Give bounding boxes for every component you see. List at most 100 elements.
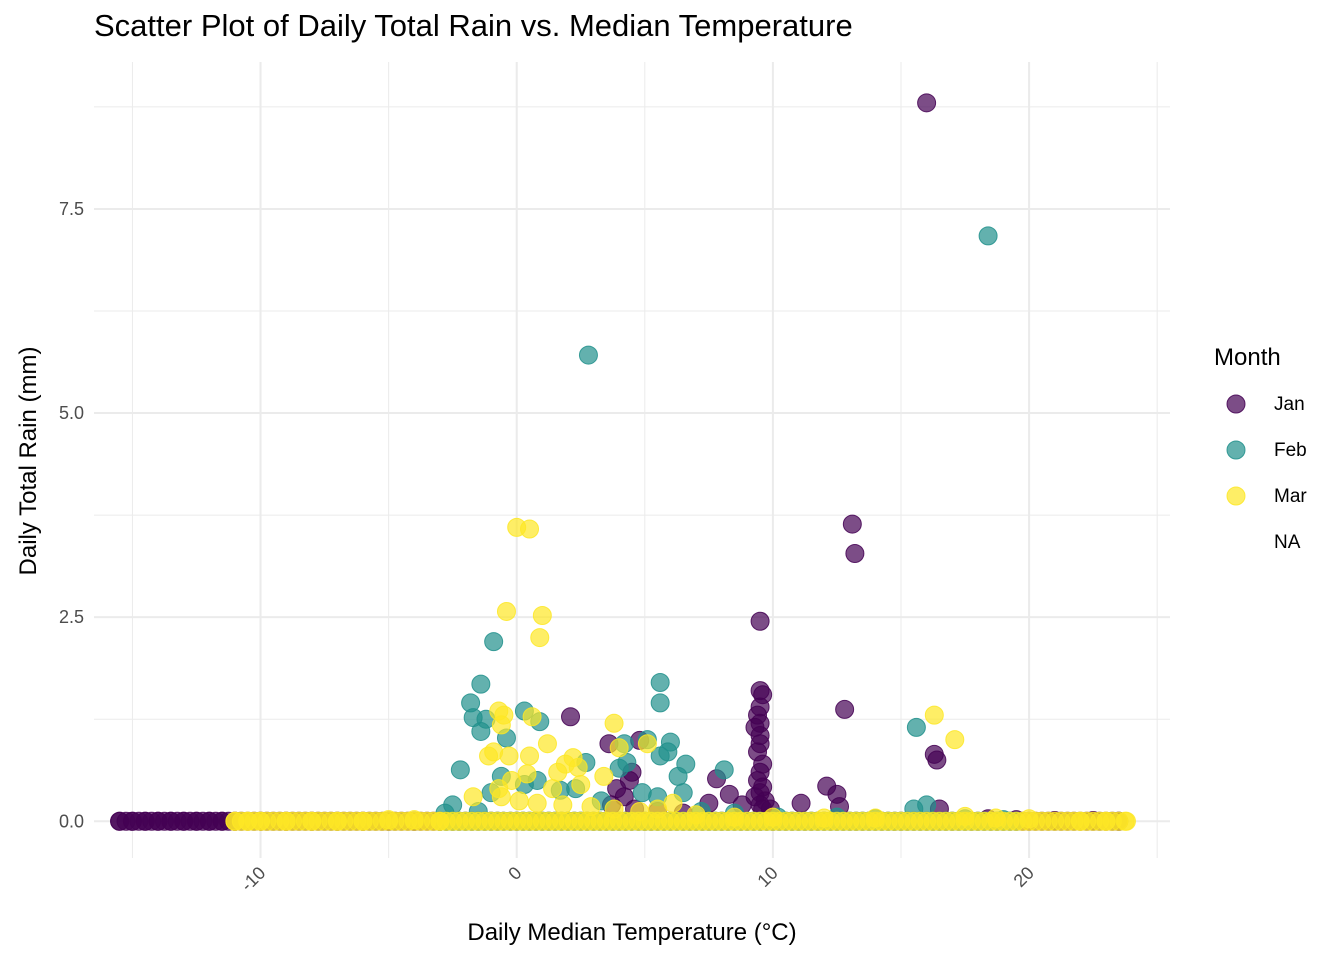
legend-items: Jan Feb Mar NA bbox=[1214, 392, 1334, 576]
data-point bbox=[714, 760, 734, 780]
legend-label: Jan bbox=[1274, 394, 1305, 415]
legend: Month Jan Feb Mar NA bbox=[1214, 344, 1334, 576]
legend-swatch bbox=[1226, 440, 1246, 460]
data-point bbox=[353, 811, 373, 831]
data-point bbox=[484, 632, 504, 652]
data-point bbox=[537, 734, 557, 754]
data-point bbox=[604, 799, 624, 819]
legend-item-feb: Feb bbox=[1214, 438, 1334, 484]
data-point bbox=[604, 713, 624, 733]
x-tick-label: 0 bbox=[504, 863, 525, 884]
data-point bbox=[724, 807, 744, 827]
data-point bbox=[1116, 811, 1136, 831]
data-point bbox=[835, 699, 855, 719]
data-point bbox=[650, 672, 670, 692]
x-axis-ticks: -10 0 10 20 bbox=[237, 863, 1038, 896]
data-point bbox=[719, 784, 739, 804]
data-point bbox=[548, 762, 568, 782]
data-point bbox=[650, 693, 670, 713]
data-point bbox=[471, 674, 491, 694]
data-point bbox=[986, 808, 1006, 828]
data-point bbox=[568, 757, 588, 777]
data-point bbox=[379, 810, 399, 830]
data-point bbox=[499, 746, 519, 766]
legend-item-mar: Mar bbox=[1214, 484, 1334, 530]
data-point bbox=[276, 811, 296, 831]
data-point bbox=[865, 808, 885, 828]
data-point bbox=[648, 799, 668, 819]
data-point bbox=[522, 707, 542, 727]
data-point bbox=[543, 779, 563, 799]
data-point bbox=[845, 543, 865, 563]
data-point bbox=[491, 787, 511, 807]
data-point bbox=[251, 811, 271, 831]
data-point bbox=[404, 810, 424, 830]
data-point bbox=[581, 797, 601, 817]
data-point bbox=[955, 806, 975, 826]
minor-gridlines bbox=[94, 62, 1170, 858]
data-point bbox=[450, 760, 470, 780]
data-point bbox=[686, 805, 706, 825]
legend-key bbox=[1224, 530, 1248, 554]
data-point bbox=[609, 738, 629, 758]
data-points bbox=[110, 93, 1136, 831]
legend-key bbox=[1226, 486, 1246, 506]
legend-item-na: NA bbox=[1214, 530, 1334, 576]
data-point bbox=[1070, 811, 1090, 831]
legend-title: Month bbox=[1214, 344, 1281, 371]
chart-title: Scatter Plot of Daily Total Rain vs. Med… bbox=[94, 8, 853, 43]
data-point bbox=[594, 766, 614, 786]
x-axis-title: Daily Median Temperature (°C) bbox=[467, 919, 796, 946]
series-mar bbox=[225, 517, 1136, 831]
data-point bbox=[571, 775, 591, 795]
data-point bbox=[491, 715, 511, 735]
x-tick-label: 20 bbox=[1010, 863, 1038, 891]
data-point bbox=[430, 811, 450, 831]
data-point bbox=[637, 734, 657, 754]
y-axis-ticks: 0.0 2.5 5.0 7.5 bbox=[59, 199, 84, 831]
data-point bbox=[532, 606, 552, 626]
legend-item-jan: Jan bbox=[1214, 392, 1334, 438]
data-point bbox=[561, 707, 581, 727]
data-point bbox=[668, 766, 688, 786]
data-point bbox=[917, 93, 937, 113]
data-point bbox=[479, 746, 499, 766]
legend-label: NA bbox=[1274, 532, 1301, 553]
y-tick-label: 7.5 bbox=[59, 199, 84, 219]
data-point bbox=[814, 808, 834, 828]
data-point bbox=[530, 628, 550, 648]
data-point bbox=[658, 742, 678, 762]
data-point bbox=[527, 793, 547, 813]
y-axis-title: Daily Total Rain (mm) bbox=[15, 347, 42, 576]
data-point bbox=[906, 717, 926, 737]
data-point bbox=[791, 793, 811, 813]
x-tick-label: -10 bbox=[237, 863, 270, 896]
data-point bbox=[609, 758, 629, 778]
data-point bbox=[630, 801, 650, 821]
legend-swatch bbox=[1226, 394, 1246, 414]
data-point bbox=[750, 611, 770, 631]
data-point bbox=[1019, 809, 1039, 829]
data-point bbox=[842, 514, 862, 534]
data-point bbox=[553, 795, 573, 815]
legend-key bbox=[1226, 440, 1246, 460]
data-point bbox=[302, 811, 322, 831]
data-point bbox=[520, 746, 540, 766]
legend-label: Mar bbox=[1274, 486, 1307, 507]
data-point bbox=[945, 730, 965, 750]
data-point bbox=[763, 807, 783, 827]
data-point bbox=[496, 601, 516, 621]
data-point bbox=[509, 791, 529, 811]
y-tick-label: 0.0 bbox=[59, 811, 84, 831]
data-point bbox=[463, 787, 483, 807]
legend-swatch bbox=[1226, 486, 1246, 506]
x-tick-label: 10 bbox=[753, 863, 781, 891]
data-point bbox=[978, 226, 998, 246]
legend-key bbox=[1226, 394, 1246, 414]
legend-label: Feb bbox=[1274, 440, 1307, 461]
data-point bbox=[1096, 811, 1116, 831]
data-point bbox=[924, 705, 944, 725]
data-point bbox=[520, 519, 540, 539]
y-tick-label: 2.5 bbox=[59, 607, 84, 627]
